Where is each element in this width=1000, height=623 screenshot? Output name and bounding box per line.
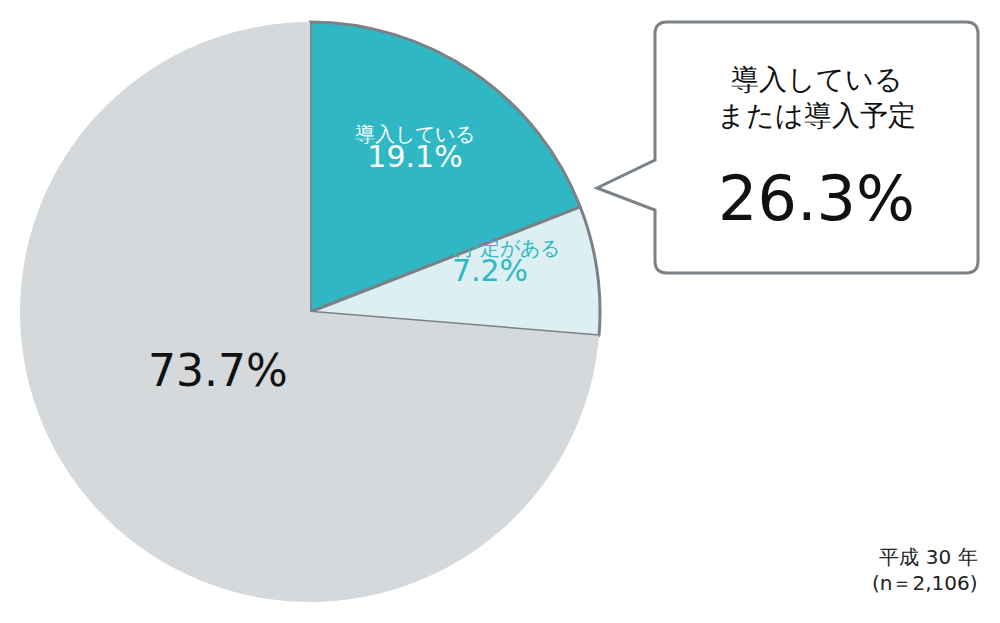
svg-text:26.3%: 26.3% <box>718 162 915 235</box>
svg-text:73.7%: 73.7% <box>148 345 288 396</box>
svg-text:導入予定がある7.2%: 導入予定がある7.2% <box>420 236 560 288</box>
svg-text:導入しているまたは導入予定: 導入しているまたは導入予定 <box>717 63 916 132</box>
svg-text:平成 30 年(n＝2,106): 平成 30 年(n＝2,106) <box>872 545 978 595</box>
svg-text:導入している19.1%: 導入している19.1% <box>355 122 475 174</box>
